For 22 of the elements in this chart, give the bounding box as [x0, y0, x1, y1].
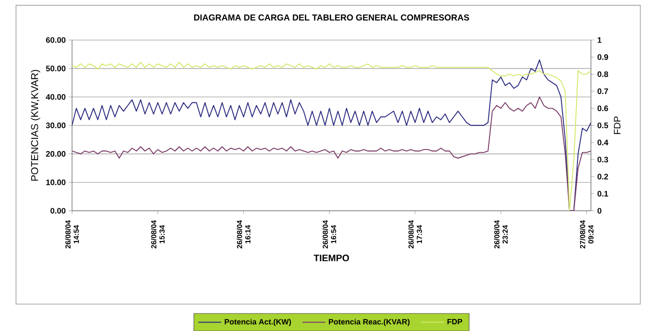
y2-tick-label: 0.4: [598, 140, 608, 146]
y2-tick-label: 0.8: [598, 71, 608, 77]
y2-tick-label: 0.3: [598, 156, 608, 162]
y2-axis-title: FDP: [614, 116, 620, 134]
y-tick-label: 20.00: [46, 150, 66, 157]
y2-tick-label: 0.9: [598, 54, 608, 60]
y-tick-label: 40.00: [46, 94, 66, 100]
y-tick-label: 60.00: [46, 37, 66, 43]
y-tick-label: 0.00: [50, 208, 66, 214]
y-axis-title: POTENCIAS (KW,KVAR): [30, 70, 40, 181]
x-axis-title: TIEMPO: [314, 254, 350, 262]
y2-tick-label: 0.7: [598, 88, 608, 94]
chart-title: DIAGRAMA DE CARGA DEL TABLERO GENERAL COMPRESORAS: [194, 14, 470, 20]
y2-tick-label: 1: [598, 37, 602, 43]
y2-tick-label: 0.2: [598, 174, 608, 180]
y-tick-label: 50.00: [46, 66, 66, 72]
y2-tick-label: 0.5: [598, 122, 608, 128]
y2-tick-label: 0: [598, 208, 602, 214]
y2-tick-label: 0.6: [598, 105, 608, 112]
y-tick-label: 30.00: [46, 122, 66, 128]
y2-tick-label: 0.1: [598, 190, 608, 196]
y-tick-label: 10.00: [46, 179, 66, 186]
